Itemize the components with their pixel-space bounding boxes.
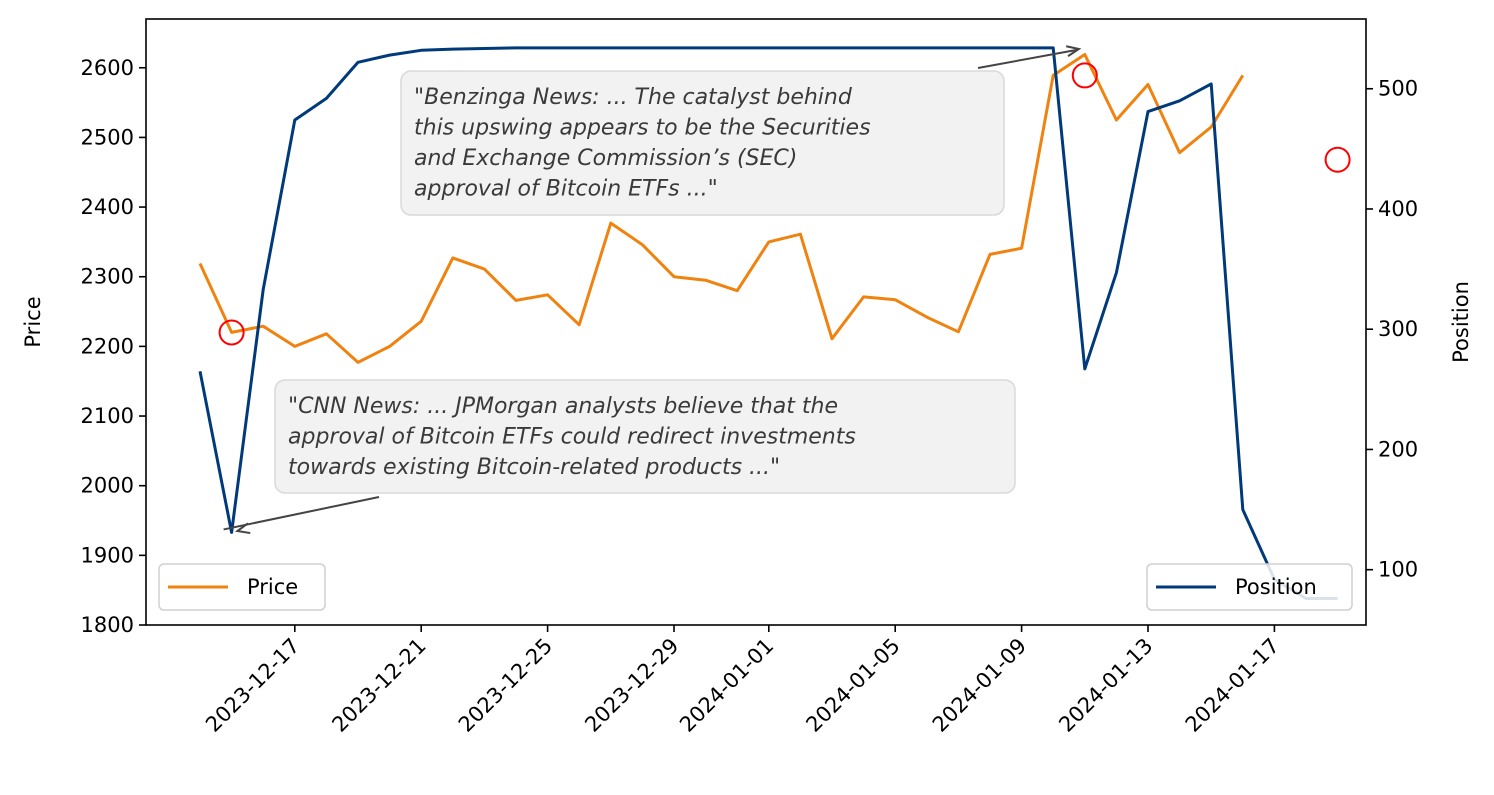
annotation-arrowhead xyxy=(234,522,251,535)
right-axis: 100 200 300 400 500 xyxy=(1366,77,1418,582)
annotation-text-line: approval of Bitcoin ETFs ..." xyxy=(414,177,718,202)
highlight-marker xyxy=(1071,62,1098,89)
annotation-box xyxy=(274,379,1016,494)
y-tick-label: 2100 xyxy=(81,404,134,428)
annotations: "Benzinga News: ... The catalyst behind t… xyxy=(223,45,1082,535)
x-tick-label: 2023-12-21 xyxy=(327,634,430,737)
x-tick-label: 2023-12-17 xyxy=(201,634,304,737)
annotation-arrowhead xyxy=(1065,45,1082,57)
y-tick-label: 2600 xyxy=(81,56,134,80)
x-tick-label: 2024-01-01 xyxy=(675,634,778,737)
y2-tick-label: 100 xyxy=(1378,558,1418,582)
plot-frame xyxy=(145,18,1367,626)
y2-tick-label: 300 xyxy=(1378,317,1418,341)
annotation-text-line: "CNN News: ... JPMorgan analysts believe… xyxy=(288,394,838,419)
y-tick-label: 2300 xyxy=(81,265,134,289)
y2-tick-label: 400 xyxy=(1378,197,1418,221)
y-tick-label: 1900 xyxy=(81,543,134,567)
series-line-position xyxy=(198,46,1338,600)
y-tick-label: 2500 xyxy=(81,125,134,149)
annotation-text-line: towards existing Bitcoin-related product… xyxy=(288,455,780,480)
x-tick-label: 2024-01-17 xyxy=(1181,634,1284,737)
annotation-text-line: this upswing appears to be the Securitie… xyxy=(414,116,871,141)
y-tick-label: 2400 xyxy=(81,195,134,219)
y-tick-label: 1800 xyxy=(81,613,134,637)
annotation-text-line: approval of Bitcoin ETFs could redirect … xyxy=(288,425,856,450)
left-axis: 1800 1900 2000 2100 2200 2300 2400 2500 2600 xyxy=(81,56,146,637)
annotation-text-line: "Benzinga News: ... The catalyst behind xyxy=(414,85,853,110)
plot-content xyxy=(198,46,1351,600)
annotation-box xyxy=(400,70,1005,216)
highlight-marker xyxy=(218,319,245,346)
annotation-arrow xyxy=(977,48,1077,69)
x-tick-label: 2023-12-29 xyxy=(580,634,683,737)
legend-label: Price xyxy=(247,575,298,599)
y2-tick-label: 200 xyxy=(1378,437,1418,461)
annotation-text-line: and Exchange Commission’s (SEC) xyxy=(414,146,797,171)
x-tick-label: 2024-01-05 xyxy=(801,634,904,737)
legends: Price Position xyxy=(158,563,1353,611)
y-axis-title: Price xyxy=(21,296,45,347)
highlight-marker xyxy=(1324,146,1351,173)
y-tick-label: 2000 xyxy=(81,474,134,498)
legend-box xyxy=(158,563,326,611)
bottom-axis: 2023-12-17 2023-12-21 2023-12-25 2023-12-29… xyxy=(201,625,1284,737)
legend-label: Position xyxy=(1235,575,1317,599)
y2-axis-title: Position xyxy=(1449,281,1473,363)
x-tick-label: 2024-01-13 xyxy=(1054,634,1157,737)
legend-box xyxy=(1146,563,1353,611)
x-tick-label: 2023-12-25 xyxy=(454,634,557,737)
x-tick-label: 2024-01-09 xyxy=(928,634,1031,737)
y2-tick-label: 500 xyxy=(1378,77,1418,101)
annotation-arrow xyxy=(223,496,380,531)
y-tick-label: 2200 xyxy=(81,334,134,358)
